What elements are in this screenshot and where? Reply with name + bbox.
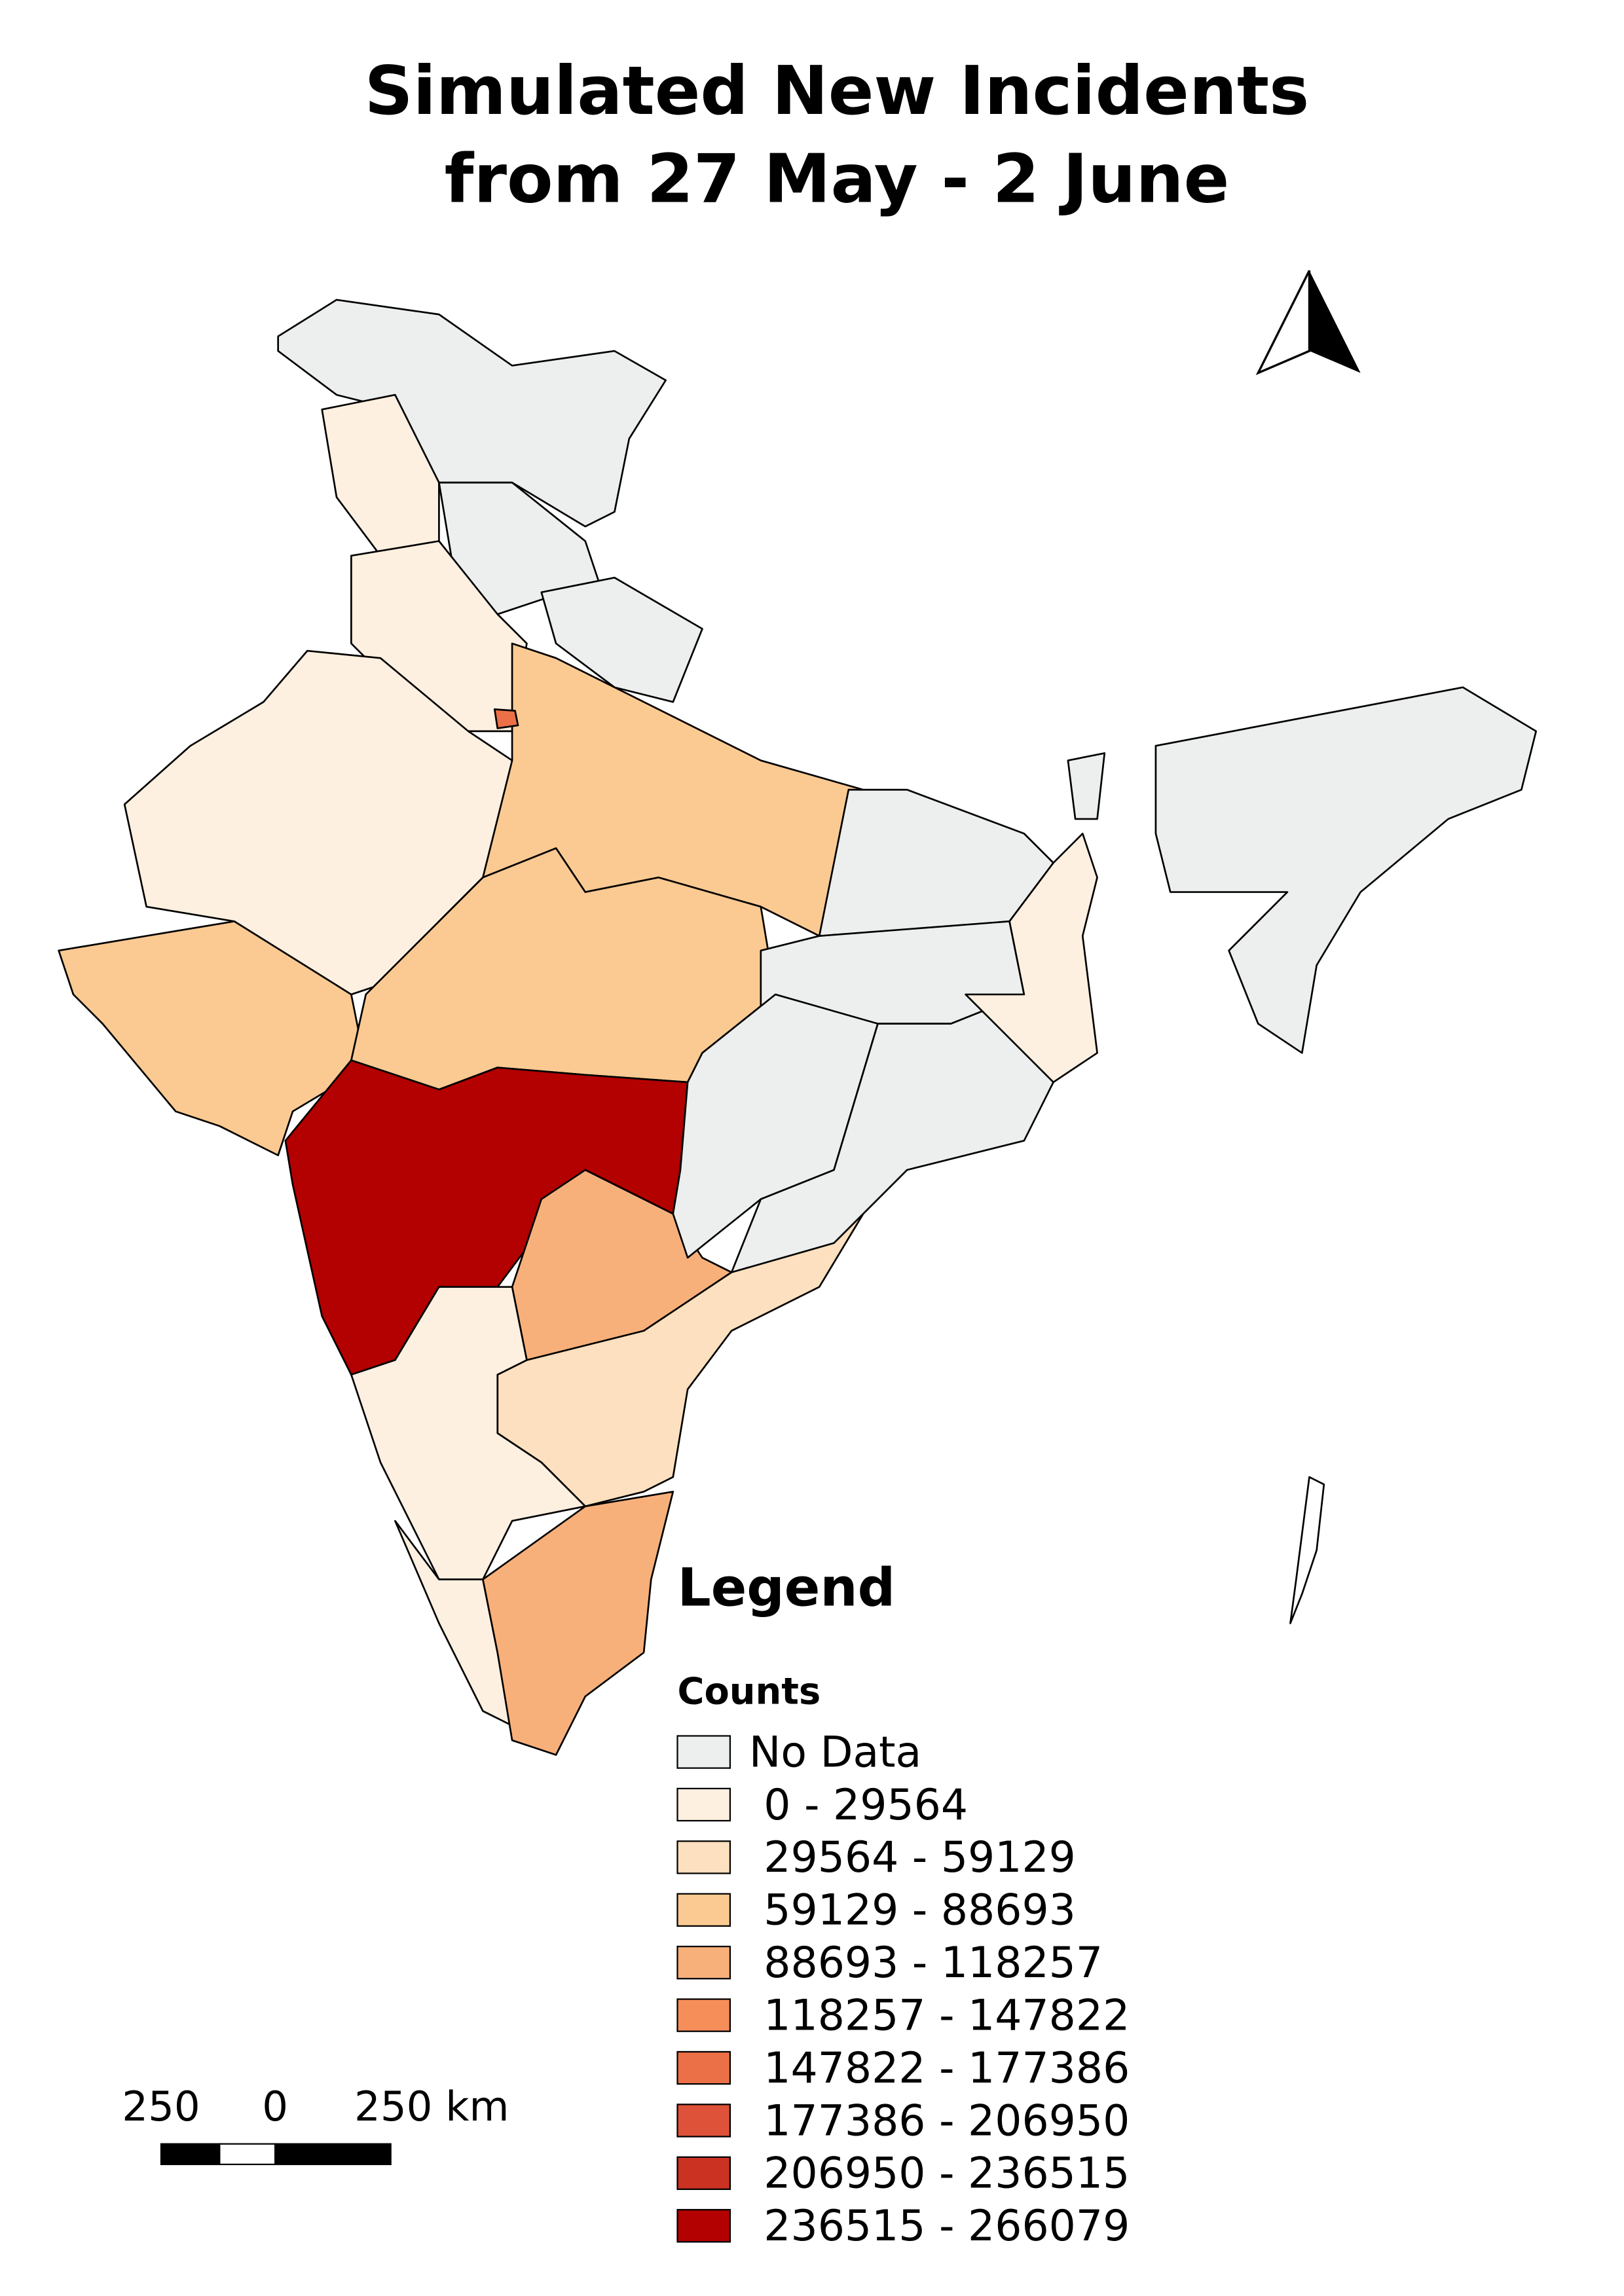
legend-label: 147822 - 177386 <box>764 2044 1130 2093</box>
region <box>277 299 667 528</box>
legend-swatch <box>676 2156 731 2191</box>
scale-segment <box>219 2143 276 2166</box>
legend-swatch <box>676 2104 731 2138</box>
legend-label: 29564 - 59129 <box>764 1833 1076 1882</box>
legend-label: 59129 - 88693 <box>764 1886 1076 1935</box>
legend-swatch <box>676 1946 731 1980</box>
islands <box>1289 1476 1325 1624</box>
legend-swatch <box>676 2209 731 2243</box>
region <box>482 1491 674 1756</box>
legend-label: 206950 - 236515 <box>764 2149 1130 2198</box>
legend-label: 236515 - 266079 <box>764 2202 1130 2251</box>
legend-label: No Data <box>749 1728 921 1777</box>
legend-label: 177386 - 206950 <box>764 2096 1130 2145</box>
region <box>1154 686 1538 1054</box>
legend-swatch <box>676 1998 731 2032</box>
legend-subtitle: Counts <box>677 1670 821 1713</box>
title-line: from 27 May - 2 June <box>445 140 1230 218</box>
legend-title: Legend <box>677 1557 895 1618</box>
legend-label: 118257 - 147822 <box>764 1991 1130 2040</box>
legend-label: 0 - 29564 <box>764 1781 968 1830</box>
legend-swatch <box>676 1735 731 1769</box>
legend-swatch <box>676 1787 731 1822</box>
scale-segment <box>160 2143 221 2166</box>
scale-segment <box>274 2143 392 2166</box>
scale-label: 0 <box>262 2083 288 2130</box>
legend-label: 88693 - 118257 <box>764 1939 1103 1988</box>
regions <box>58 299 1538 1756</box>
region <box>965 832 1098 1084</box>
title-line: Simulated New Incidents <box>365 52 1310 130</box>
region <box>540 576 703 703</box>
legend-swatch <box>676 2050 731 2085</box>
region <box>493 708 519 729</box>
region <box>58 920 367 1157</box>
scale-label: 250 km <box>354 2083 509 2130</box>
scale-bar: 250 0 250 km <box>122 2083 509 2166</box>
legend-swatch <box>676 1893 731 1927</box>
scale-label: 250 <box>122 2083 200 2130</box>
region <box>1067 752 1106 820</box>
legend-swatch <box>676 1840 731 1874</box>
